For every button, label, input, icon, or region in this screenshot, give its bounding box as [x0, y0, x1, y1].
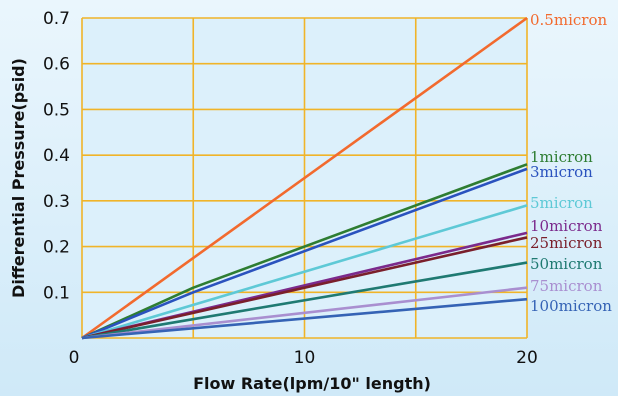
series-label-25micron: 25micron — [530, 234, 603, 252]
y-tick-label: 0.3 — [43, 192, 70, 212]
series-line-25micron — [81, 236, 528, 340]
series-line-100micron — [81, 297, 528, 340]
series-label-3micron: 3micron — [530, 163, 593, 181]
series-label-10micron: 10micron — [530, 217, 603, 235]
y-tick-label: 0.1 — [43, 283, 70, 303]
x-tick-label: 10 — [294, 348, 316, 368]
x-axis-title: Flow Rate(lpm/10" length) — [193, 374, 431, 393]
series-label-75micron: 75micron — [530, 277, 603, 295]
series-label-100micron: 100micron — [530, 297, 612, 315]
series-line-0.5micron — [81, 16, 528, 340]
y-tick-label: 0.4 — [43, 146, 70, 166]
series-line-50micron — [81, 261, 528, 340]
series-lines — [81, 16, 528, 340]
series-line-5micron — [81, 204, 528, 340]
y-tick-label: 0.5 — [43, 100, 70, 120]
series-label-0.5micron: 0.5micron — [530, 11, 607, 29]
x-tick-label: 20 — [516, 348, 538, 368]
y-tick-label: 0.6 — [43, 55, 70, 75]
series-line-75micron — [81, 286, 528, 340]
series-label-5micron: 5micron — [530, 194, 593, 212]
series-label-50micron: 50micron — [530, 255, 603, 273]
series-line-3micron — [81, 167, 528, 340]
tick-labels: 0 10 20 0.1 0.2 0.3 0.4 0.5 0.6 0.7 — [43, 9, 538, 368]
y-tick-label: 0.7 — [43, 9, 70, 29]
series-line-1micron — [81, 163, 528, 340]
x-tick-label: 0 — [69, 348, 80, 368]
y-tick-label: 0.2 — [43, 238, 70, 258]
series-label-1micron: 1micron — [530, 148, 593, 166]
axes — [81, 18, 527, 339]
y-axis-title: Differential Pressure(psid) — [9, 58, 28, 298]
